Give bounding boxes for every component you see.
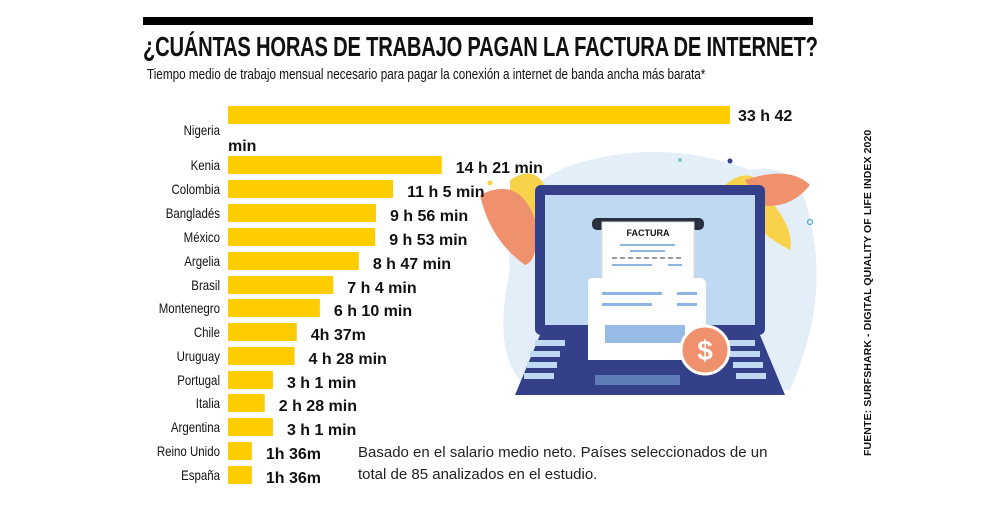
- category-label: Montenegro: [159, 300, 220, 316]
- bar: [228, 371, 273, 389]
- dollar-icon: $: [697, 335, 713, 366]
- dollar-coin: [679, 324, 731, 376]
- bar: [228, 347, 295, 365]
- data-label: 4 h 28 min: [309, 351, 387, 368]
- category-label: España: [181, 467, 221, 483]
- bar: [228, 299, 320, 317]
- bar: [228, 323, 297, 341]
- category-label: Italia: [196, 395, 221, 411]
- chart-title: ¿CUÁNTAS HORAS DE TRABAJO PAGAN LA FACTU…: [143, 31, 818, 62]
- footnote: Basado en el salario medio neto. Países …: [358, 444, 768, 483]
- category-label: Kenia: [191, 157, 221, 173]
- data-label: 14 h 21 min: [456, 160, 543, 177]
- bar: [228, 442, 252, 460]
- category-label: Argelia: [184, 253, 221, 269]
- data-label: 8 h 47 min: [373, 256, 451, 273]
- data-label: 2 h 28 min: [279, 398, 357, 415]
- category-label: México: [184, 229, 220, 245]
- data-label: 1h 36m: [266, 446, 321, 463]
- bar: [228, 418, 273, 436]
- data-label: 7 h 4 min: [347, 280, 416, 297]
- category-label: Chile: [194, 324, 220, 340]
- data-label: 9 h 56 min: [390, 208, 468, 225]
- category-label: Uruguay: [177, 348, 221, 364]
- data-label: 9 h 53 min: [389, 232, 467, 249]
- leaf-orange-left: [480, 188, 537, 265]
- barcode: [605, 325, 685, 343]
- bar: [228, 228, 376, 246]
- bar: [228, 252, 359, 270]
- data-label: 6 h 10 min: [334, 303, 412, 320]
- bar: [228, 106, 730, 124]
- bar: [228, 466, 252, 484]
- category-label: Colombia: [172, 181, 221, 197]
- top-rule: [143, 17, 813, 25]
- bar: [228, 276, 334, 294]
- invoice-label: FACTURA: [627, 228, 670, 238]
- bar: [228, 156, 442, 174]
- chart-subtitle: Tiempo medio de trabajo mensual necesari…: [147, 66, 706, 83]
- data-label-continuation: min: [228, 138, 256, 155]
- category-label: Reino Unido: [157, 443, 220, 459]
- source-credit: FUENTE: SURFSHARK - DIGITAL QUIALITY OF …: [862, 129, 874, 456]
- data-label: 3 h 1 min: [287, 375, 356, 392]
- category-label: Portugal: [177, 372, 220, 388]
- category-label: Argentina: [171, 419, 221, 435]
- bar: [228, 394, 265, 412]
- bar: [228, 204, 376, 222]
- data-label: 33 h 42: [738, 108, 792, 125]
- category-label: Bangladés: [166, 205, 220, 221]
- data-label: 3 h 1 min: [287, 422, 356, 439]
- data-label: 11 h 5 min: [407, 184, 484, 201]
- laptop-invoice-illustration: FACTURA $: [480, 152, 817, 395]
- bar: [228, 180, 394, 198]
- category-label: Brasil: [191, 277, 220, 293]
- data-label: 1h 36m: [266, 470, 321, 487]
- category-label: Nigeria: [184, 122, 221, 138]
- data-label: 4h 37m: [311, 327, 366, 344]
